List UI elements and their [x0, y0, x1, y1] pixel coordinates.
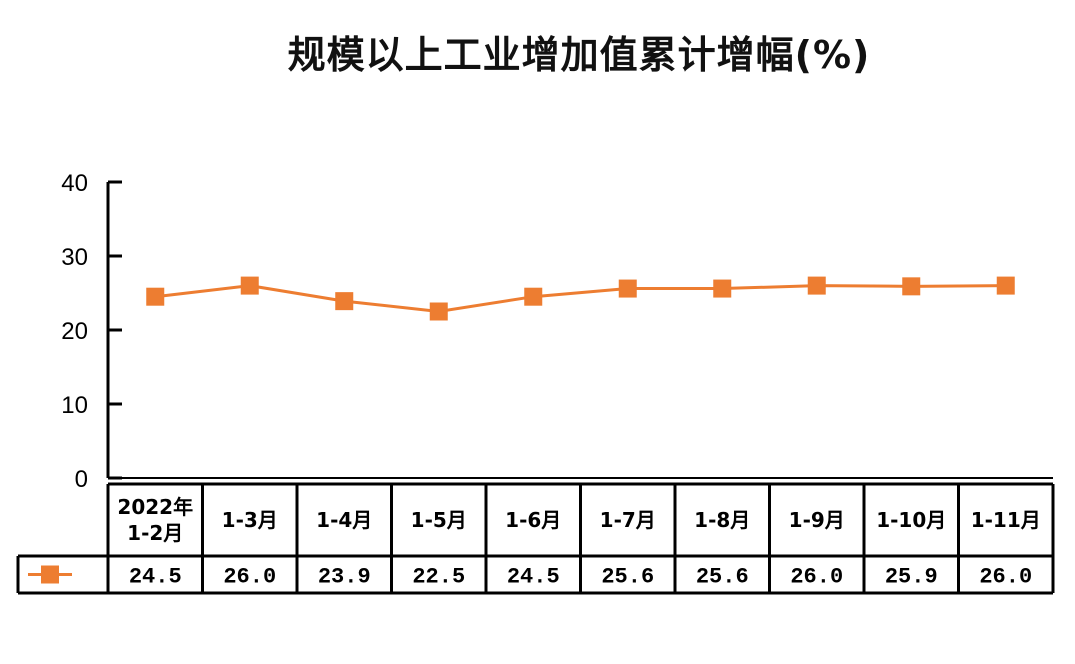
data-point — [240, 276, 259, 295]
category-label: 1-7月 — [600, 508, 656, 532]
data-point — [713, 279, 732, 298]
category-label: 2022年 — [117, 495, 193, 519]
category-label: 1-6月 — [505, 508, 561, 532]
category-label: 1-5月 — [411, 508, 467, 532]
category-label: 1-8月 — [694, 508, 750, 532]
data-point — [429, 302, 448, 321]
y-tick-label: 0 — [75, 466, 88, 493]
data-label: 25.6 — [601, 565, 654, 590]
y-tick-label: 40 — [61, 170, 88, 197]
y-tick-labels: 0 10 20 30 40 — [61, 170, 88, 493]
chart-title: 规模以上工业增加值累计增幅(%) — [287, 33, 871, 77]
category-label: 1-9月 — [789, 508, 845, 532]
data-point — [996, 276, 1015, 295]
y-tick-label: 30 — [61, 244, 88, 271]
data-point — [524, 287, 543, 306]
data-label: 26.0 — [979, 565, 1032, 590]
data-label: 24.5 — [507, 565, 560, 590]
data-label: 23.9 — [318, 565, 371, 590]
category-label: 1-10月 — [876, 508, 946, 532]
category-label: 1-11月 — [971, 508, 1041, 532]
data-point — [335, 292, 354, 311]
data-point — [618, 279, 637, 298]
y-tick-label: 20 — [61, 318, 88, 345]
data-label: 26.0 — [223, 565, 276, 590]
category-label: 1-2月 — [127, 521, 183, 545]
category-label: 1-3月 — [222, 508, 278, 532]
axes — [106, 180, 1053, 480]
series-line — [146, 276, 1015, 321]
data-label: 25.9 — [885, 565, 938, 590]
data-label: 22.5 — [412, 565, 465, 590]
data-point — [807, 276, 826, 295]
series-polyline — [155, 284, 1006, 314]
data-label: 24.5 — [129, 565, 182, 590]
data-point — [902, 277, 921, 296]
legend-marker — [41, 565, 59, 584]
y-tick-label: 10 — [61, 392, 88, 419]
data-point — [146, 287, 165, 306]
data-label: 26.0 — [790, 565, 843, 590]
data-label: 25.6 — [696, 565, 749, 590]
category-label: 1-4月 — [316, 508, 372, 532]
